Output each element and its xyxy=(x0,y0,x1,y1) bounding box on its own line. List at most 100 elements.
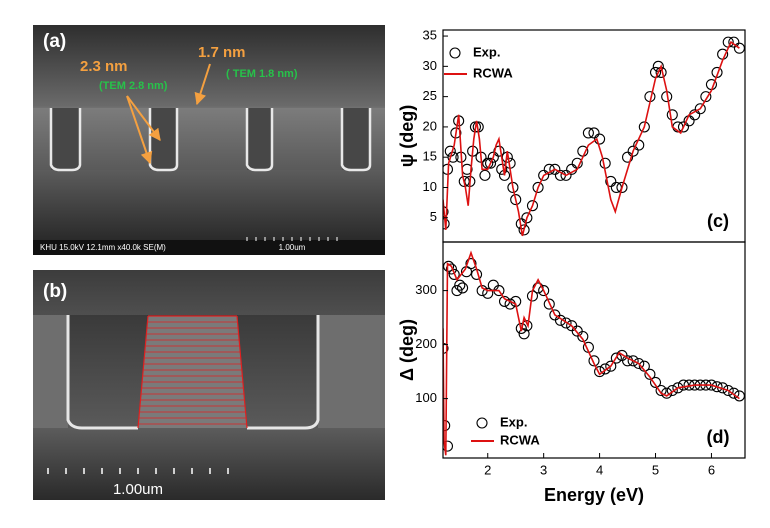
data-point xyxy=(560,317,572,329)
sem-floor xyxy=(33,428,385,500)
data-point xyxy=(644,368,656,380)
y-tick-label: 5 xyxy=(430,209,437,224)
model-line xyxy=(443,40,740,237)
legend-label: RCWA xyxy=(500,432,540,447)
data-point xyxy=(457,282,469,294)
sem-ridge xyxy=(370,108,385,170)
data-point xyxy=(454,279,466,291)
sem-scale: 1.00um xyxy=(113,481,163,498)
sem-floor xyxy=(33,170,385,240)
data-point xyxy=(677,121,690,133)
sem-info: KHU 15.0kV 12.1mm x40.0k SE(M) xyxy=(40,243,166,252)
annotation: (TEM 2.8 nm) xyxy=(99,80,168,92)
data-point xyxy=(515,322,527,334)
arrow xyxy=(126,95,153,165)
data-point xyxy=(622,151,634,163)
sem-ridge xyxy=(272,108,342,170)
data-point xyxy=(582,127,594,139)
panel-label: (a) xyxy=(43,31,66,52)
data-point xyxy=(479,169,491,181)
sem-ridge xyxy=(138,316,247,428)
data-point xyxy=(638,121,650,133)
data-point xyxy=(451,285,463,297)
data-point xyxy=(728,36,740,48)
data-point xyxy=(521,212,533,224)
plot-area xyxy=(443,36,745,237)
data-point xyxy=(447,151,459,163)
data-point xyxy=(443,342,449,354)
y-tick-label: 200 xyxy=(415,336,437,351)
x-tick-label: 6 xyxy=(708,462,715,477)
data-point xyxy=(728,387,740,399)
panel-label: (d) xyxy=(707,427,730,447)
sem-ridge xyxy=(33,315,68,428)
data-point xyxy=(487,151,499,163)
sem-scale-bar xyxy=(246,237,338,241)
panel-label: (b) xyxy=(43,281,67,302)
annotation: 1.7 nm xyxy=(198,44,246,61)
y-axis-title: Δ (deg) xyxy=(397,319,417,381)
data-point xyxy=(599,157,611,169)
data-point xyxy=(496,163,508,175)
hatch-edge xyxy=(137,315,248,429)
panel-label: (c) xyxy=(707,211,729,231)
data-point xyxy=(465,258,477,270)
data-point xyxy=(543,298,555,310)
y-tick-label: 10 xyxy=(423,179,437,194)
sem-edges xyxy=(49,108,372,172)
data-point xyxy=(560,169,572,181)
data-point xyxy=(616,181,628,194)
data-point xyxy=(599,363,611,375)
data-point xyxy=(526,200,539,212)
model-line xyxy=(443,250,740,456)
data-point xyxy=(677,379,690,391)
sem-image-b: 1.00um (b) xyxy=(33,270,385,500)
data-point xyxy=(443,206,449,218)
data-point xyxy=(627,355,639,367)
legend-label: Exp. xyxy=(473,44,500,59)
data-point xyxy=(610,352,622,364)
plot-frame xyxy=(442,241,746,459)
data-point xyxy=(722,384,734,397)
data-point xyxy=(666,384,678,397)
data-point xyxy=(443,440,454,452)
x-tick-label: 3 xyxy=(540,462,547,477)
legend-swatch xyxy=(476,417,488,429)
data-point xyxy=(588,127,600,139)
data-point xyxy=(655,384,667,397)
y-tick-label: 30 xyxy=(423,58,437,73)
sem-ridge xyxy=(318,315,385,428)
data-point xyxy=(711,381,723,393)
data-point xyxy=(633,357,645,370)
data-point xyxy=(510,194,522,206)
sem-ridge xyxy=(33,108,51,170)
annotation: 2.3 nm xyxy=(80,58,128,75)
data-point xyxy=(700,91,712,103)
data-point xyxy=(694,103,706,115)
x-tick-label: 4 xyxy=(596,462,603,477)
y-tick-label: 20 xyxy=(423,118,437,133)
data-point xyxy=(518,224,530,236)
sem-image-a: KHU 15.0kV 12.1mm x40.0k SE(M) 1.00um (a… xyxy=(33,25,385,255)
data-point xyxy=(518,328,530,340)
data-point xyxy=(482,287,494,299)
data-point xyxy=(458,175,470,187)
data-point xyxy=(649,376,662,388)
data-point xyxy=(577,330,589,343)
y-tick-label: 100 xyxy=(415,390,437,405)
data-point xyxy=(594,133,606,145)
annotation: ( TEM 1.8 nm) xyxy=(226,68,298,80)
data-point xyxy=(487,279,499,291)
sem-scale-bar xyxy=(47,468,229,474)
legend-label: Exp. xyxy=(500,414,527,429)
data-point xyxy=(554,314,566,326)
arrow xyxy=(126,95,161,141)
y-tick-label: 25 xyxy=(423,88,437,103)
y-tick-label: 35 xyxy=(423,27,437,42)
sem-info-bar xyxy=(33,240,385,255)
data-point xyxy=(448,268,460,280)
y-tick-label: 300 xyxy=(415,282,437,297)
data-point xyxy=(538,285,550,297)
